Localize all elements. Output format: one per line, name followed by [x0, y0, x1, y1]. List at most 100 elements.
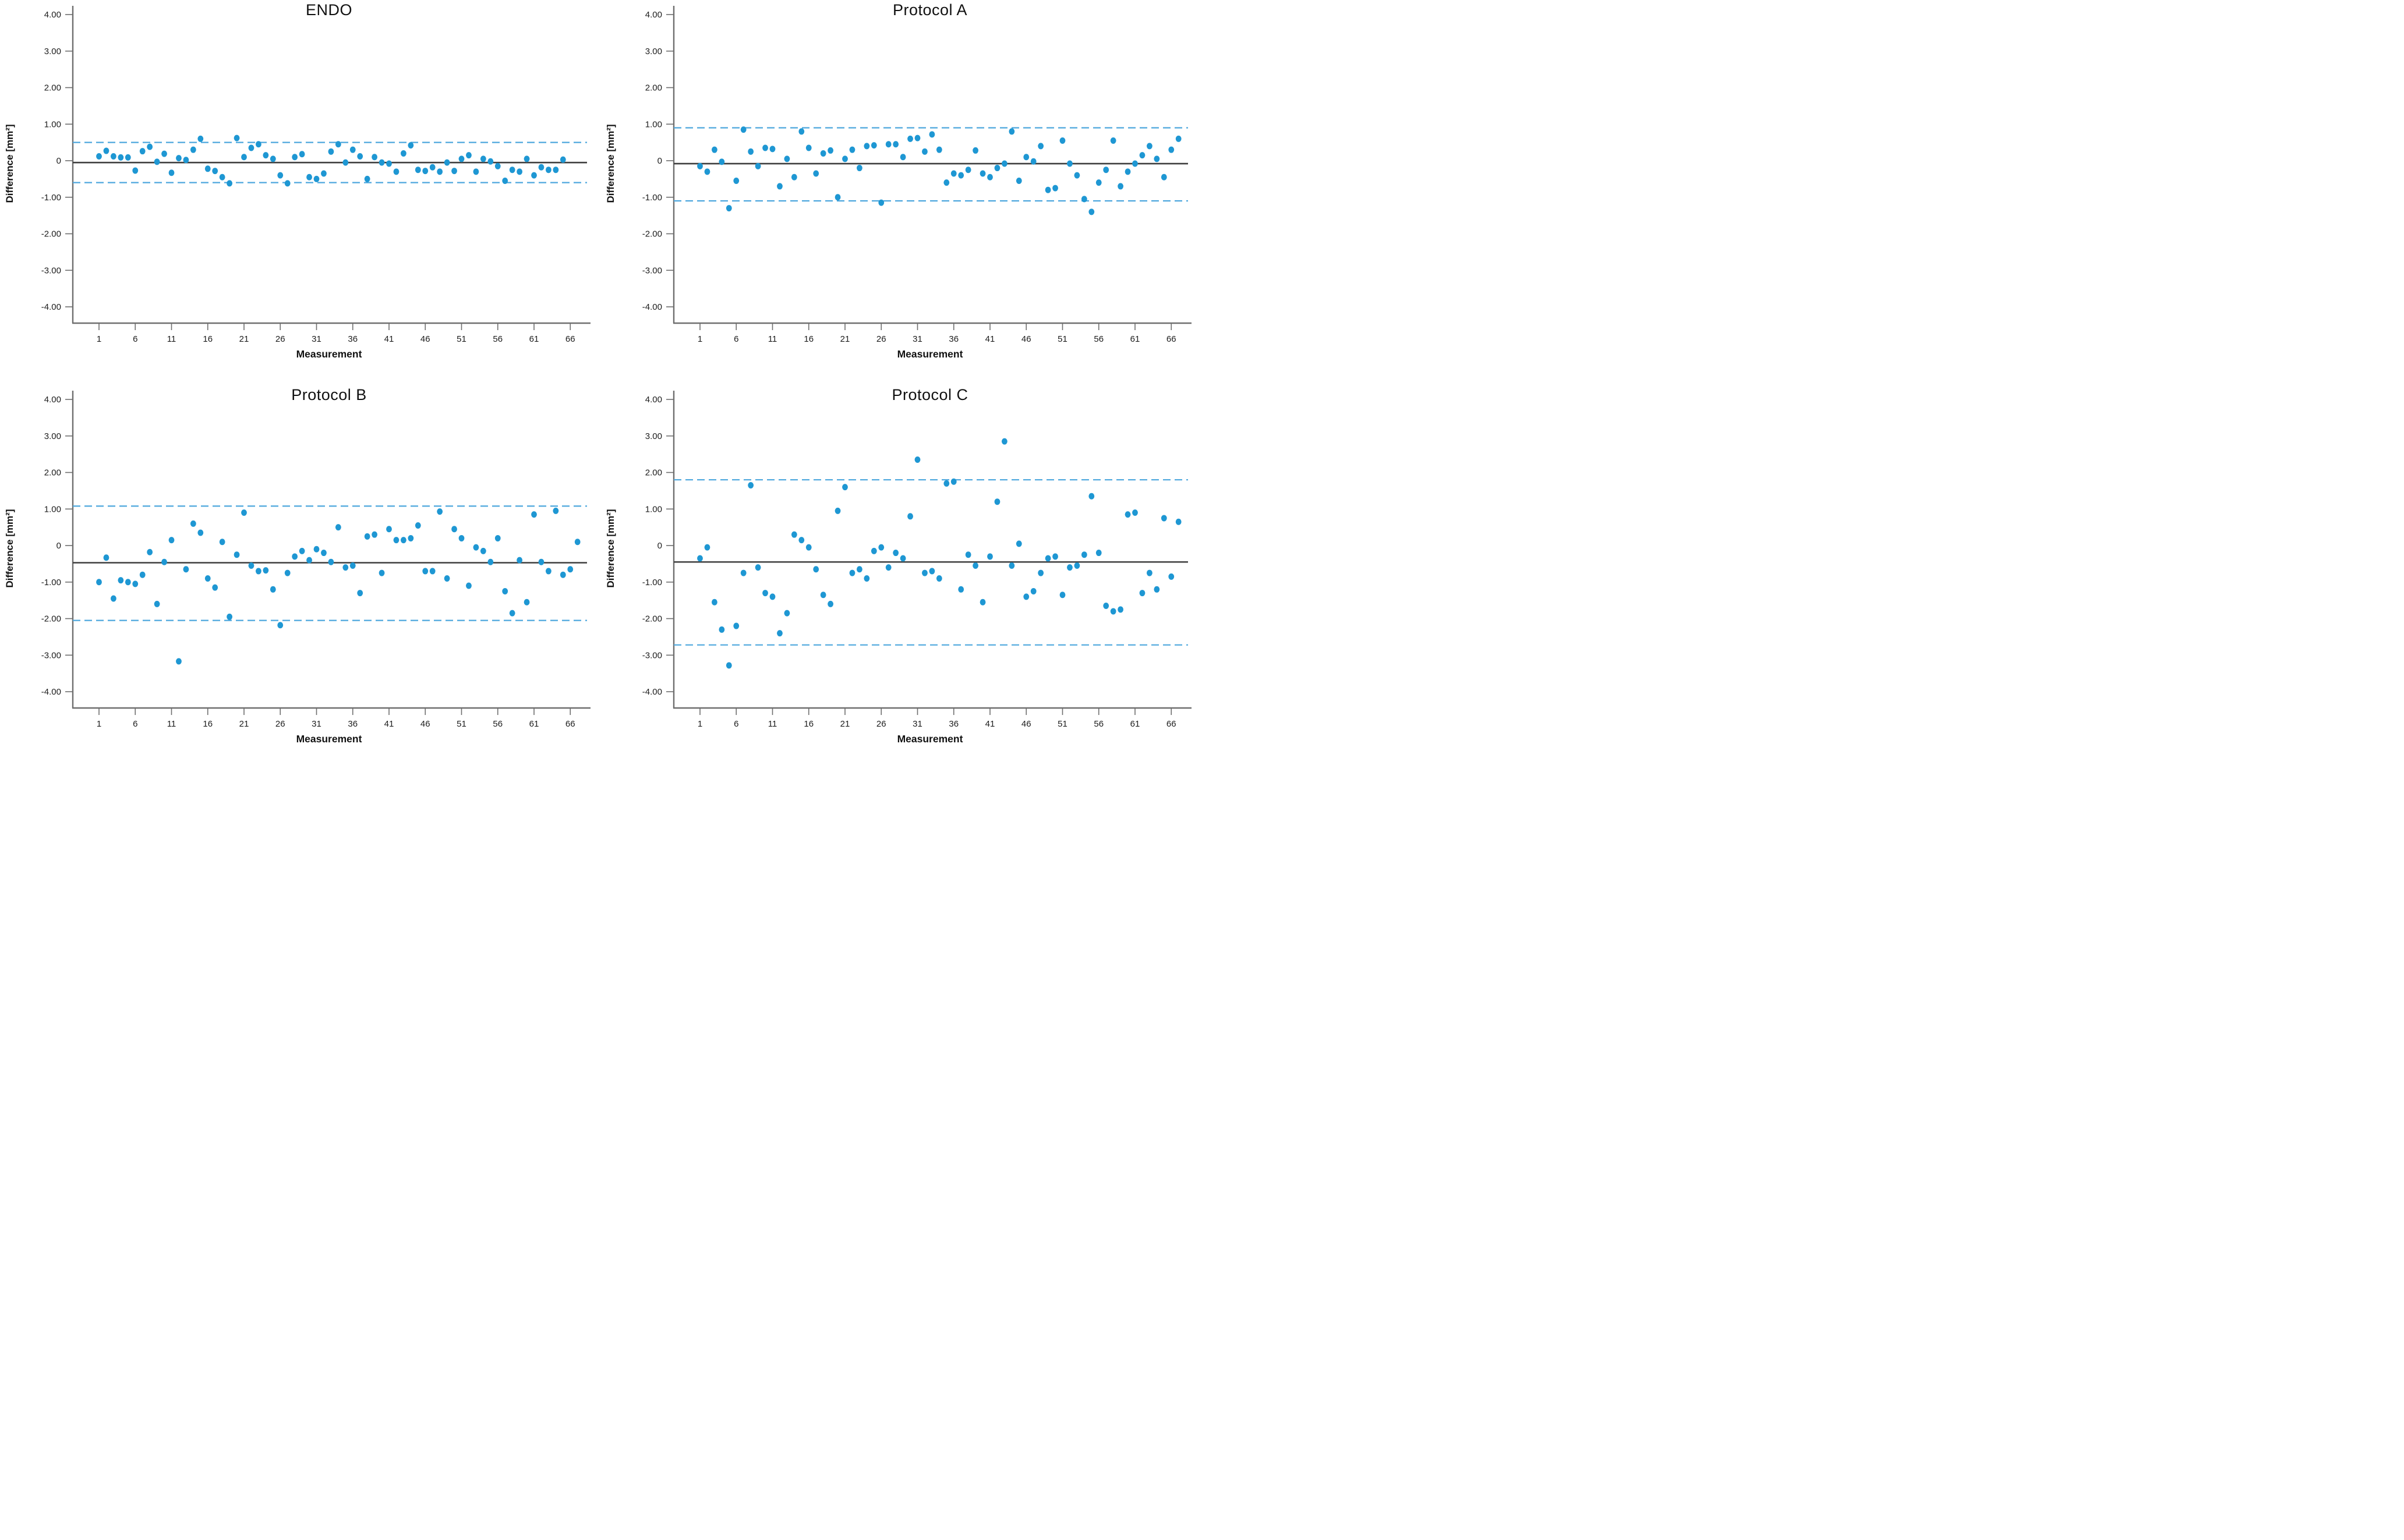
data-point — [740, 126, 747, 133]
data-point — [458, 155, 465, 162]
data-point — [1088, 493, 1095, 500]
x-tick-label: 21 — [840, 334, 850, 344]
data-point — [408, 142, 414, 149]
y-tick-label: 0 — [657, 156, 662, 166]
y-tick-label: 2.00 — [44, 468, 61, 478]
x-tick-label: 46 — [1021, 719, 1031, 729]
data-point — [914, 134, 921, 141]
data-point — [885, 141, 892, 148]
data-point — [755, 162, 761, 169]
data-point — [328, 558, 334, 565]
data-point — [813, 566, 819, 573]
data-point — [103, 147, 109, 154]
y-tick-label: -1.00 — [642, 578, 662, 587]
data-point — [96, 153, 102, 160]
data-point — [299, 547, 305, 554]
data-point — [219, 539, 225, 546]
data-point — [1103, 167, 1109, 174]
data-point — [466, 152, 472, 159]
y-tick-label: 2.00 — [645, 468, 662, 478]
data-point — [980, 599, 986, 606]
panel-protocol-a: 4.00 3.00 2.00 1.00 0 -1.00 -2.00 -3.00 -4.00 1 6 1… — [601, 0, 1202, 385]
data-point — [719, 626, 725, 633]
x-tick-label: 26 — [876, 334, 886, 344]
x-tick-label: 46 — [420, 334, 430, 344]
data-point — [958, 586, 964, 593]
data-point — [762, 144, 768, 151]
data-point — [487, 558, 494, 565]
data-point — [1168, 573, 1175, 580]
data-point — [1052, 185, 1058, 192]
data-point — [857, 165, 862, 172]
data-point — [190, 146, 196, 153]
data-point — [791, 174, 797, 180]
data-point — [849, 146, 855, 153]
data-point — [1038, 143, 1044, 150]
data-point — [480, 547, 486, 554]
panel-title: Protocol A — [892, 1, 968, 19]
data-point — [1161, 174, 1167, 180]
data-point — [777, 183, 783, 190]
data-point — [429, 164, 436, 171]
x-tick-label: 46 — [1021, 334, 1031, 344]
data-point — [907, 513, 913, 520]
y-tick-label: -2.00 — [41, 614, 61, 624]
data-point — [929, 131, 935, 138]
x-tick-label: 26 — [275, 719, 285, 729]
data-point — [1081, 551, 1087, 558]
data-point — [922, 148, 928, 155]
x-tick-label: 21 — [840, 719, 850, 729]
x-tick-label: 66 — [1166, 719, 1176, 729]
bland-altman-figure: 4.00 3.00 2.00 1.00 0 -1.00 -2.00 -3.00 -4.00 1 6 1… — [0, 0, 1202, 770]
data-point — [451, 526, 457, 533]
data-point — [1067, 564, 1073, 571]
data-point — [914, 456, 921, 463]
data-point — [864, 143, 870, 150]
data-point — [284, 569, 291, 576]
data-point — [531, 511, 537, 518]
data-point — [386, 160, 392, 167]
x-tick-label: 1 — [698, 334, 702, 344]
data-point — [871, 142, 877, 149]
x-tick-label: 56 — [493, 334, 503, 344]
x-tick-label: 61 — [529, 334, 539, 344]
data-point — [567, 566, 574, 573]
data-point — [1147, 569, 1152, 576]
x-tick-label: 66 — [1166, 334, 1176, 344]
data-point — [299, 151, 305, 158]
data-point — [965, 551, 971, 558]
data-point — [835, 507, 841, 514]
data-point — [553, 507, 559, 514]
y-tick-label: -2.00 — [642, 229, 662, 239]
x-tick-label: 31 — [913, 719, 922, 729]
x-axis-label: Measurement — [897, 733, 963, 745]
data-point — [1016, 540, 1022, 547]
data-point — [168, 537, 175, 544]
data-point — [125, 154, 131, 161]
data-point — [473, 168, 479, 175]
data-point — [560, 571, 566, 578]
x-tick-label: 11 — [768, 719, 777, 729]
x-tick-label: 11 — [167, 334, 176, 344]
data-point — [241, 509, 247, 516]
data-point — [176, 658, 182, 665]
data-point — [401, 150, 406, 157]
data-point — [1139, 152, 1146, 159]
data-point — [704, 544, 710, 551]
y-tick-label: 4.00 — [645, 10, 662, 20]
data-point — [509, 167, 515, 174]
data-point — [973, 562, 978, 569]
y-tick-label: 0 — [56, 156, 61, 166]
data-point — [118, 154, 124, 161]
data-point — [907, 135, 913, 142]
data-point — [212, 168, 218, 175]
x-tick-label: 41 — [384, 719, 394, 729]
data-point — [943, 480, 950, 487]
x-tick-label: 41 — [985, 719, 995, 729]
x-tick-label: 56 — [493, 719, 503, 729]
data-point — [408, 534, 414, 541]
x-tick-label: 51 — [457, 719, 466, 729]
data-point — [769, 593, 776, 600]
scatter-plot-endo: 4.003.002.001.000-1.00-2.00-3.00-4.001 6 1… — [41, 6, 591, 344]
data-point — [1110, 137, 1116, 144]
